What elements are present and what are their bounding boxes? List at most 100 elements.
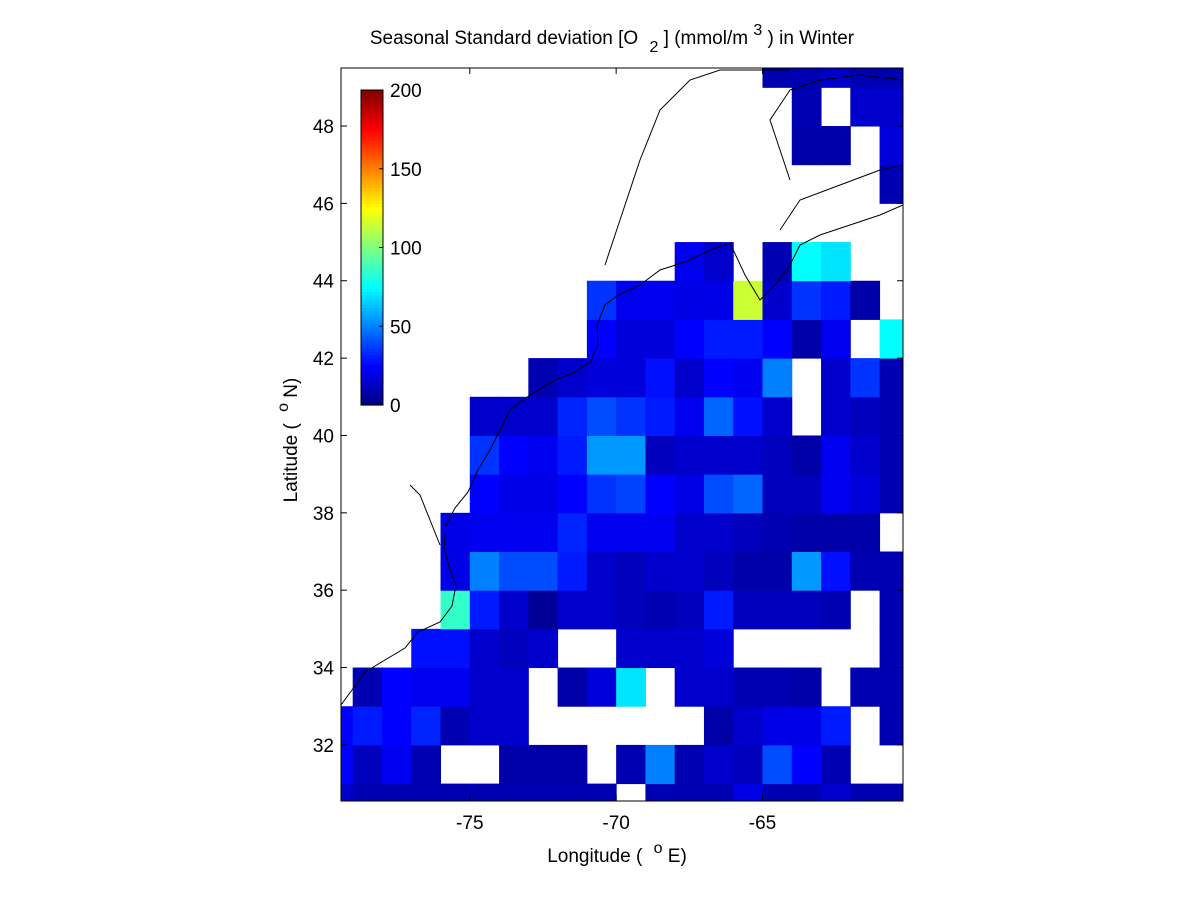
cell: [557, 435, 588, 475]
cell: [762, 474, 793, 514]
cell: [674, 358, 705, 398]
cell: [645, 628, 676, 669]
colorbar-swatch: [361, 392, 383, 397]
colorbar-swatch: [361, 175, 383, 179]
cell: [850, 474, 881, 514]
cell: [557, 512, 588, 553]
cell: [850, 512, 881, 553]
cell: [352, 744, 383, 785]
colorbar-swatch: [361, 108, 383, 113]
cell: [703, 628, 734, 669]
cell: [469, 706, 500, 746]
cell: [586, 435, 617, 475]
colorbar-swatch: [361, 162, 383, 167]
cell: [703, 435, 734, 475]
coastline: [341, 69, 903, 706]
y-tick-label: 36: [313, 581, 334, 602]
cell: [762, 68, 793, 88]
cell: [440, 628, 471, 669]
title-part: ] (mmol/m: [664, 28, 748, 49]
colorbar-swatch: [361, 153, 383, 157]
cell: [762, 706, 793, 746]
colorbar-swatch: [361, 342, 383, 346]
cell: [499, 590, 529, 630]
label-part: E): [668, 846, 687, 867]
cell: [791, 68, 822, 88]
colorbar-swatch: [361, 96, 383, 101]
colorbar-swatch: [361, 364, 383, 368]
cell: [821, 319, 851, 359]
colorbar-swatch: [361, 190, 383, 195]
cell: [499, 396, 529, 436]
cell: [791, 590, 822, 630]
x-tick-label: -70: [602, 813, 629, 834]
colorbar-swatch: [361, 279, 383, 283]
cell: [440, 706, 471, 746]
colorbar-swatch: [361, 304, 383, 308]
cell: [703, 280, 734, 320]
cell: [645, 396, 676, 436]
cell: [674, 435, 705, 475]
cell: [850, 358, 881, 398]
cell: [499, 551, 529, 591]
cell: [616, 744, 646, 785]
cell: [586, 396, 617, 436]
colorbar-swatch: [361, 225, 383, 230]
cell: [821, 590, 851, 630]
cell: [469, 590, 500, 630]
y-tick-label: 48: [313, 117, 334, 138]
cell: [791, 435, 822, 475]
cell: [499, 667, 529, 707]
cell: [528, 783, 559, 801]
cell: [762, 551, 793, 591]
cell: [674, 667, 705, 707]
cell: [762, 783, 793, 801]
cell: [821, 435, 851, 475]
colorbar-swatch: [361, 118, 383, 123]
cell: [616, 551, 646, 591]
cell: [791, 744, 822, 785]
cell: [762, 280, 793, 320]
x-tick-label: -75: [456, 813, 483, 834]
y-tick-label: 38: [313, 504, 334, 525]
colorbar-swatch: [361, 203, 383, 208]
colorbar-swatch: [361, 272, 383, 277]
colorbar-swatch: [361, 398, 383, 403]
colorbar-swatch: [361, 99, 383, 104]
cell: [440, 667, 471, 707]
cell: [586, 358, 617, 398]
cell: [791, 280, 822, 320]
colorbar-swatch: [361, 294, 383, 299]
colorbar-swatch: [361, 389, 383, 393]
label-part: N): [281, 378, 302, 398]
cell: [440, 783, 471, 801]
cell: [733, 319, 763, 359]
colorbar-swatch: [361, 212, 383, 217]
cell: [733, 512, 763, 553]
cell: [411, 744, 442, 785]
cell: [879, 667, 903, 707]
label-part: Longitude (: [547, 846, 643, 867]
cell: [821, 706, 851, 746]
cell: [733, 667, 763, 707]
cell: [616, 396, 646, 436]
cell: [499, 706, 529, 746]
cell: [674, 242, 705, 282]
cell: [352, 783, 383, 801]
cell: [557, 590, 588, 630]
cell: [469, 512, 500, 553]
cell: [733, 783, 763, 801]
cell: [616, 628, 646, 669]
cell: [616, 474, 646, 514]
colorbar-swatch: [361, 285, 383, 290]
cell: [821, 512, 851, 553]
y-axis-label: Latitude ( o N): [272, 378, 302, 503]
colorbar-swatch: [361, 247, 383, 252]
cell: [850, 435, 881, 475]
cell: [341, 783, 354, 801]
colorbar-swatch: [361, 367, 383, 371]
cell: [733, 358, 763, 398]
colorbar-swatch: [361, 149, 383, 154]
colorbar-swatch: [361, 348, 383, 353]
